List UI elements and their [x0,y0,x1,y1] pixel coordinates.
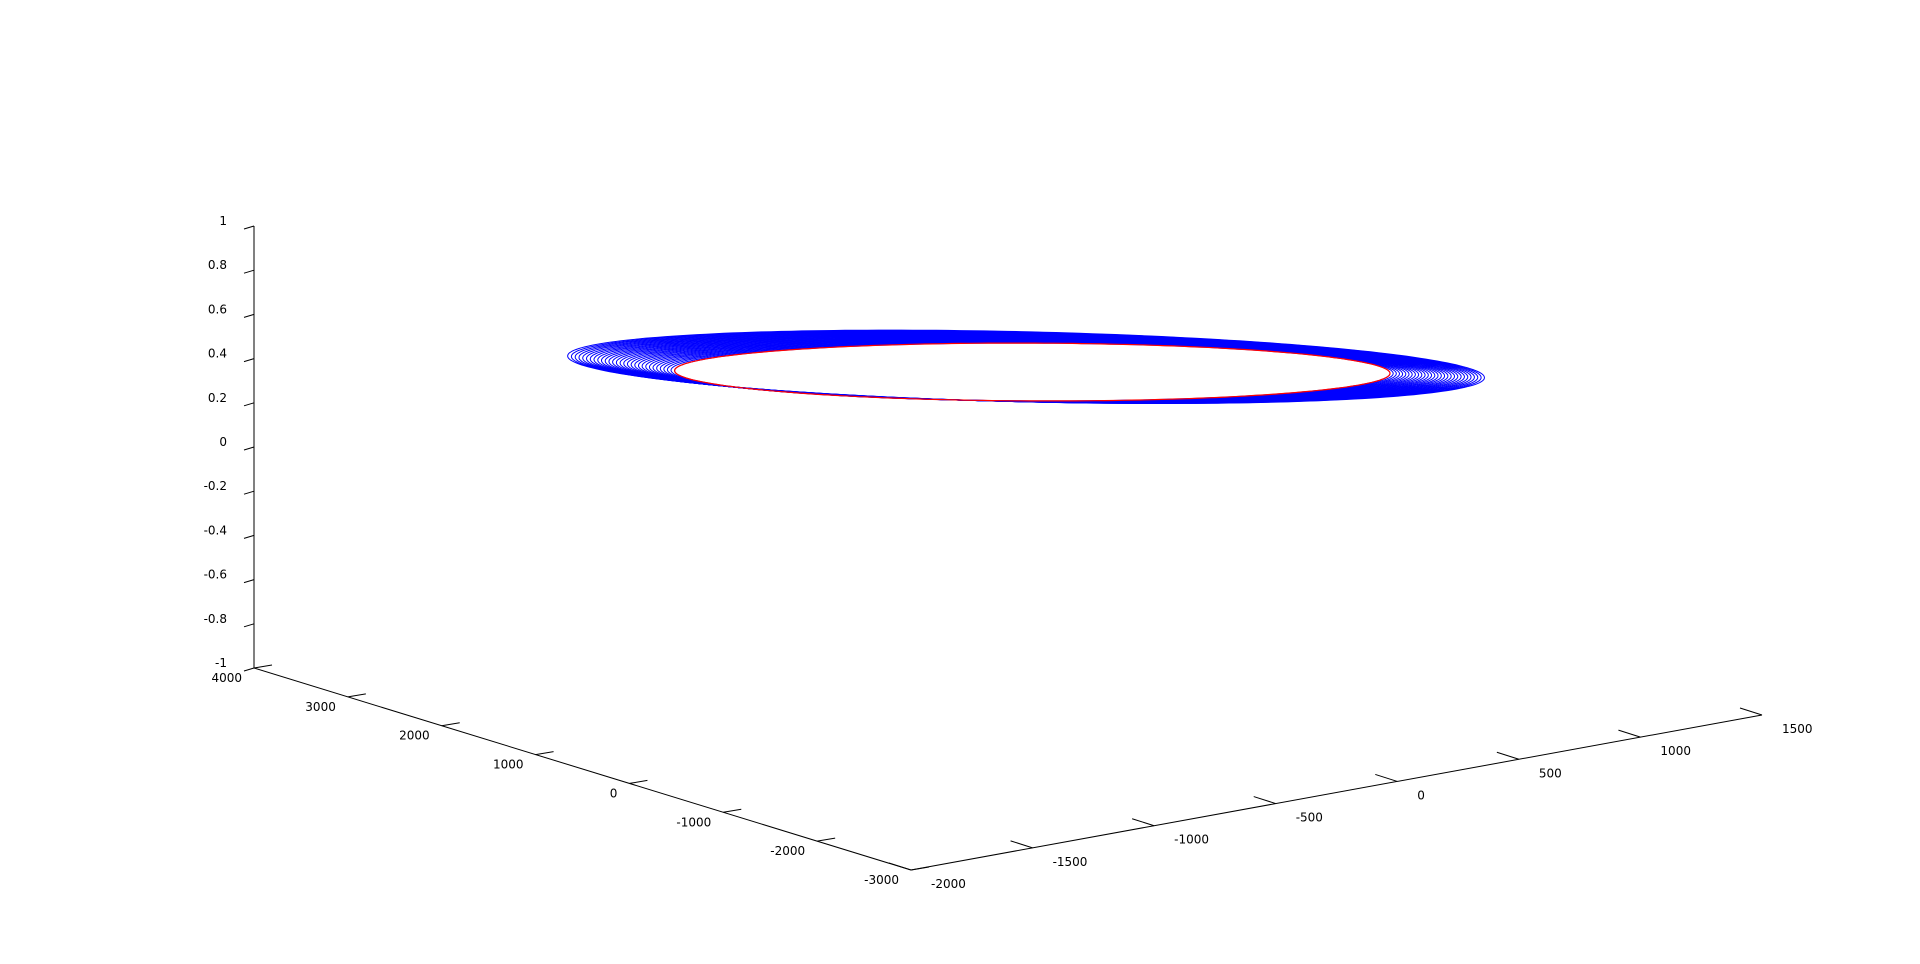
series-line-reference-ellipse [673,342,1391,402]
x-tick-label: 2000 [399,729,430,743]
z-tick-label: -0.2 [204,479,227,493]
axes [253,226,1763,871]
x-tick-label: -2000 [770,844,805,858]
x-tick-label: -3000 [864,873,899,887]
x-tick-label: 4000 [211,671,242,685]
z-tick-label: -0.8 [204,612,227,626]
z-tick-mark [243,269,255,274]
x-tick-mark [817,837,836,842]
z-tick-mark [243,402,255,407]
x-tick-mark [441,722,460,727]
y-tick-label: 1000 [1660,744,1691,758]
x-axis-ticks: -3000 -2000 -1000 0 1000 2000 3000 4000 [211,664,930,887]
y-tick-label: -1000 [1174,833,1209,847]
x-tick-mark [723,808,742,813]
y-tick-label: -2000 [931,877,966,891]
y-tick-label: -1500 [1053,855,1088,869]
z-tick-label: -1 [215,656,227,670]
z-tick-mark [243,579,255,584]
y-tick-mark [1739,707,1763,716]
x-tick-mark [629,779,648,784]
z-tick-label: -0.4 [204,523,227,537]
y-axis-ticks: -2000 -1500 -1000 -500 0 500 1000 1500 [888,707,1813,891]
y-tick-label: 1500 [1782,722,1813,736]
plot-curves [567,329,1485,404]
y-tick-mark [1496,751,1520,760]
y-tick-mark [1253,796,1276,805]
z-tick-mark [243,534,255,539]
z-tick-mark [243,446,255,451]
y-axis-line [910,714,1763,871]
z-tick-label: 0 [219,435,227,449]
z-tick-mark [243,667,255,672]
x-tick-label: 1000 [493,758,524,772]
x-tick-label: 0 [610,786,618,800]
y-tick-mark [888,862,912,871]
z-tick-mark [243,623,255,628]
z-axis-ticks: -1 -0.8 -0.6 -0.4 -0.2 0 0.2 0.4 0.6 0.8 1 [204,214,255,672]
z-tick-label: 1 [219,214,227,228]
z-tick-label: 0.2 [208,391,227,405]
x-tick-label: -1000 [676,815,711,829]
x-tick-mark [535,751,554,756]
z-tick-label: 0.4 [208,347,227,361]
z-tick-label: 0.8 [208,258,227,272]
x-tick-label: 3000 [305,700,336,714]
y-tick-mark [1010,840,1033,849]
y-tick-label: -500 [1296,811,1323,825]
x-tick-mark [253,664,273,669]
x-axis-line [253,667,912,871]
z-tick-mark [243,358,255,363]
y-tick-mark [1375,773,1398,782]
y-tick-mark [1131,818,1155,827]
z-tick-label: -0.6 [204,568,227,582]
y-tick-label: 500 [1539,766,1562,780]
y-tick-label: 0 [1417,788,1425,802]
z-tick-mark [243,490,255,495]
z-tick-mark [243,313,255,318]
y-tick-mark [1618,729,1641,738]
z-tick-mark [243,225,255,230]
z-tick-label: 0.6 [208,302,227,316]
x-tick-mark [347,693,366,698]
x-tick-mark [910,866,930,871]
series-line-ellipse-30 [567,329,1485,404]
